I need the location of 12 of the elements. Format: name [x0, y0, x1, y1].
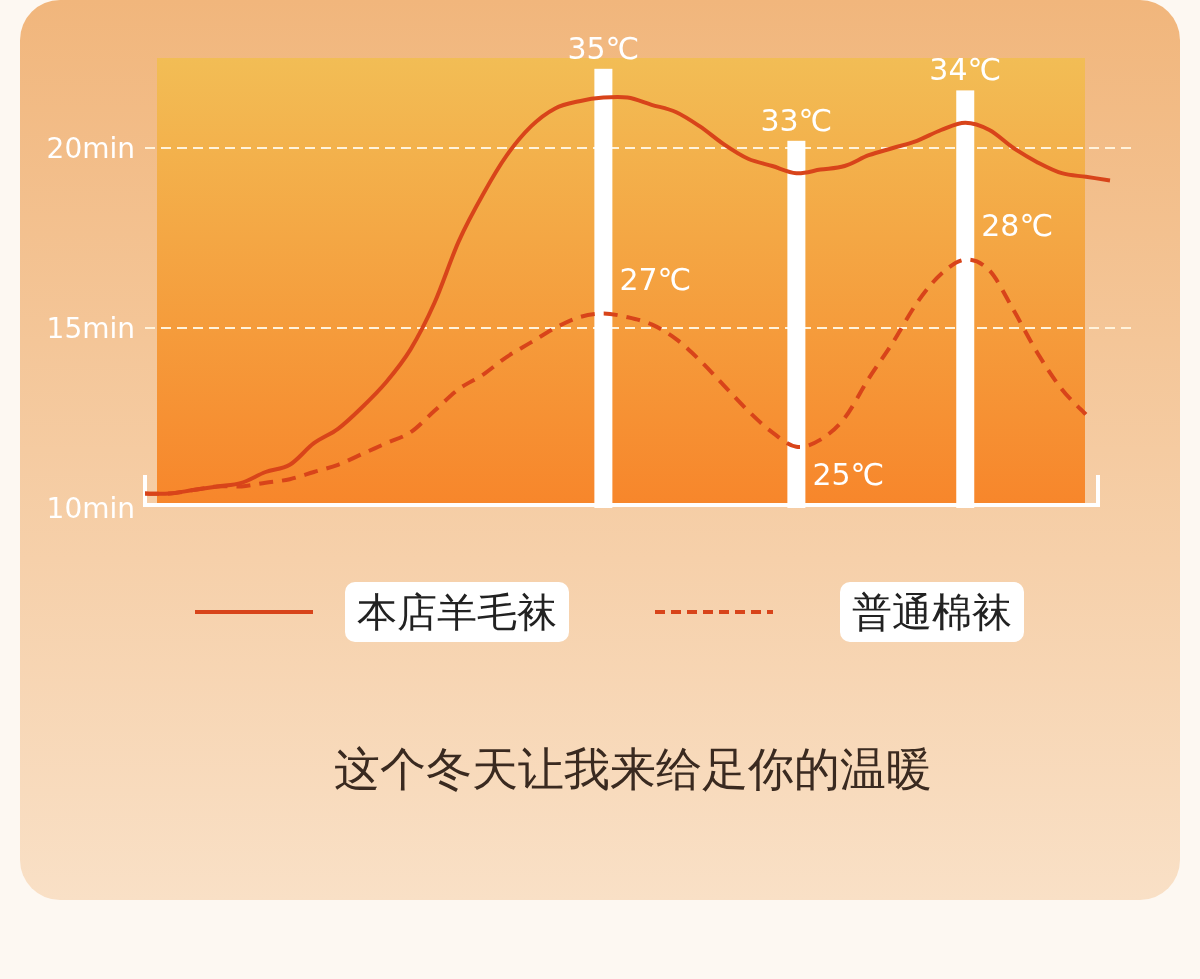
- y-tick-label: 15min: [46, 311, 135, 345]
- text: 这个冬天让我来给足你的温暖: [334, 742, 932, 796]
- legend-label: 本店羊毛袜: [357, 589, 557, 635]
- legend-label: 普通棉袜: [852, 589, 1012, 635]
- annotation: 34℃: [929, 52, 1002, 88]
- annotation: 27℃: [619, 261, 692, 297]
- annotation: 25℃: [812, 456, 885, 492]
- annotation: 35℃: [567, 30, 640, 66]
- annotation: 33℃: [760, 102, 833, 138]
- y-tick-label: 10min: [46, 491, 135, 525]
- y-tick-label: 20min: [46, 131, 135, 165]
- annotation: 28℃: [981, 207, 1054, 243]
